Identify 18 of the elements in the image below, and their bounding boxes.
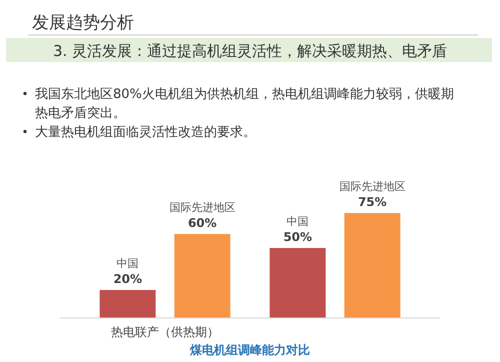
data-label: 60%	[188, 216, 217, 230]
text: 国际先进地区	[339, 180, 406, 193]
x-tick-label: 热电联产（供热期）	[111, 325, 219, 339]
series-label: 中国	[116, 257, 139, 270]
chart-subtitle: 3. 灵活发展：通过提高机组灵活性，解决采暖期热、电矛盾	[52, 42, 448, 60]
series-label: 国际先进地区	[169, 201, 236, 214]
text: 我国东北地区80%火电机组为供热机组，热电机组调峰能力较弱，供暖期热电矛盾突出。	[35, 87, 454, 121]
bar	[174, 234, 230, 318]
bar	[270, 248, 326, 318]
bar	[344, 213, 400, 318]
data-label: 50%	[283, 230, 312, 244]
bar	[100, 290, 156, 318]
chart-title: 发展趋势分析	[32, 13, 134, 33]
data-label: 75%	[358, 195, 387, 209]
text: 大量热电机组面临灵活性改造的要求。	[35, 125, 256, 140]
text: 中国	[286, 215, 309, 228]
data-label: 20%	[113, 272, 142, 286]
x-axis-title: 煤电机组调峰能力对比	[189, 343, 310, 357]
